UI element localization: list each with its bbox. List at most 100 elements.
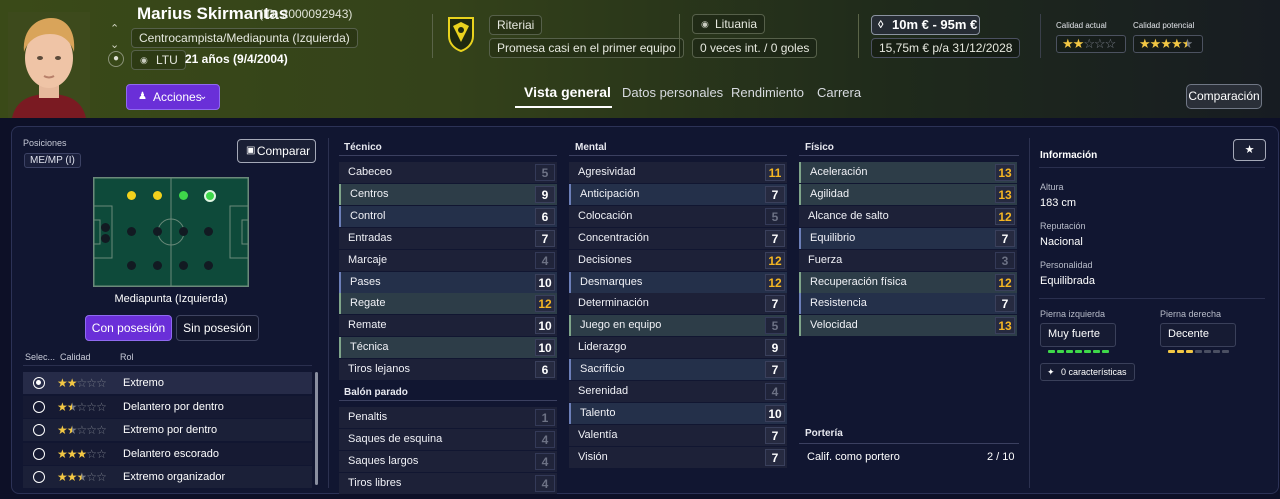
position-dot[interactable] <box>204 227 213 236</box>
attribute-row[interactable]: Visión 7 <box>569 446 787 468</box>
position-chip: ME/MP (I) <box>24 153 81 168</box>
col-quality-header[interactable]: Calidad <box>60 352 91 362</box>
attribute-row[interactable]: Desmarques 12 <box>569 271 787 293</box>
divider <box>432 14 433 58</box>
role-radio[interactable] <box>33 424 45 436</box>
nationality-chip[interactable]: ◉ Lituania <box>692 14 766 34</box>
contract-info: 15,75m € p/a 31/12/2028 <box>871 38 1021 58</box>
tab-vista-general[interactable]: Vista general <box>524 84 611 100</box>
player-profile-icon[interactable]: ● <box>108 51 124 67</box>
transfer-value: ◊ 10m € - 95m € <box>871 15 980 35</box>
position-dot-selected[interactable] <box>204 190 216 202</box>
attribute-row[interactable]: Remate 10 <box>339 315 557 337</box>
attribute-row[interactable]: Colocación 5 <box>569 205 787 227</box>
attribute-row[interactable]: Tiros libres 4 <box>339 472 557 494</box>
compare-icon: ▣ <box>246 145 256 156</box>
role-radio[interactable] <box>33 377 45 389</box>
role-row[interactable]: ★★★☆☆ Extremo organizador <box>23 466 312 488</box>
with-ball-button[interactable]: Con posesión <box>85 315 172 341</box>
attribute-row[interactable]: Serenidad 4 <box>569 381 787 402</box>
next-player-icon[interactable]: ⌄ <box>110 39 120 51</box>
compare-button[interactable]: ▣ Comparar <box>237 139 316 163</box>
position-dot-natural[interactable] <box>179 191 188 200</box>
player-position: Centrocampista/Mediapunta (Izquierda) <box>131 28 358 48</box>
attribute-row[interactable]: Equilibrio 7 <box>799 227 1017 249</box>
tab-datos-personales[interactable]: Datos personales <box>622 85 724 100</box>
actions-button[interactable]: ♟ Acciones ⌄ <box>126 84 220 110</box>
attribute-value: 12 <box>765 251 785 269</box>
position-dot[interactable] <box>101 223 110 232</box>
attribute-row[interactable]: Concentración 7 <box>569 227 787 249</box>
attribute-row[interactable]: Pases 10 <box>339 271 557 293</box>
attribute-row[interactable]: Entradas 7 <box>339 227 557 249</box>
role-list-scrollbar[interactable] <box>315 372 318 485</box>
attribute-row[interactable]: Anticipación 7 <box>569 183 787 205</box>
info-options-icon[interactable]: ★ <box>1233 139 1266 161</box>
attribute-row[interactable]: Saques de esquina 4 <box>339 428 557 450</box>
attribute-row[interactable]: Agilidad 13 <box>799 183 1017 205</box>
attribute-row[interactable]: Aceleración 13 <box>799 162 1017 183</box>
role-row[interactable]: ★★★☆☆ Delantero escorado <box>23 442 312 465</box>
attribute-row[interactable]: Velocidad 13 <box>799 315 1017 337</box>
attribute-row[interactable]: Marcaje 4 <box>339 249 557 271</box>
role-row[interactable]: ★★☆☆☆ Extremo <box>23 372 312 394</box>
attribute-row[interactable]: Tiros lejanos 6 <box>339 359 557 381</box>
traits-chip[interactable]: ✦ 0 características <box>1040 363 1135 381</box>
col-select-header[interactable]: Selec... <box>25 352 56 362</box>
comparison-button[interactable]: Comparación <box>1186 84 1262 109</box>
attribute-row[interactable]: Agresividad 11 <box>569 162 787 183</box>
position-dot-good[interactable] <box>127 191 136 200</box>
attribute-value: 10 <box>535 317 555 335</box>
attribute-row[interactable]: Sacrificio 7 <box>569 359 787 381</box>
attribute-name: Valentía <box>578 428 618 441</box>
role-radio[interactable] <box>33 471 45 483</box>
position-dot[interactable] <box>153 227 162 236</box>
divider <box>569 155 787 156</box>
tab-carrera[interactable]: Carrera <box>817 85 862 100</box>
position-dot[interactable] <box>179 261 188 270</box>
attribute-row[interactable]: Fuerza 3 <box>799 249 1017 271</box>
attribute-row[interactable]: Valentía 7 <box>569 424 787 446</box>
attribute-row[interactable]: Juego en equipo 5 <box>569 315 787 337</box>
attribute-value: 7 <box>995 229 1015 247</box>
attribute-row[interactable]: Técnica 10 <box>339 337 557 359</box>
attribute-row[interactable]: Determinación 7 <box>569 293 787 315</box>
club-name-chip[interactable]: Riteriai <box>489 15 543 35</box>
attribute-row[interactable]: Control 6 <box>339 205 557 227</box>
attribute-row[interactable]: Decisiones 12 <box>569 249 787 271</box>
attribute-row[interactable]: Penaltis 1 <box>339 407 557 428</box>
attribute-name: Saques largos <box>348 454 419 467</box>
role-row[interactable]: ★★☆☆☆ Extremo por dentro <box>23 419 312 441</box>
role-row[interactable]: ★★☆☆☆ Delantero por dentro <box>23 395 312 418</box>
club-badge-icon[interactable] <box>445 16 477 53</box>
attribute-row[interactable]: Talento 10 <box>569 402 787 424</box>
attribute-row[interactable]: Cabeceo 5 <box>339 162 557 183</box>
attribute-row[interactable]: Regate 12 <box>339 293 557 315</box>
attribute-row[interactable]: Alcance de salto 12 <box>799 205 1017 227</box>
position-dot[interactable] <box>127 227 136 236</box>
attribute-row[interactable]: Recuperación física 12 <box>799 271 1017 293</box>
attribute-value: 10 <box>535 339 555 357</box>
position-dot[interactable] <box>179 227 188 236</box>
position-dot[interactable] <box>153 261 162 270</box>
attribute-row[interactable]: Resistencia 7 <box>799 293 1017 315</box>
right-foot-level <box>1168 340 1231 353</box>
attribute-row[interactable]: Liderazgo 9 <box>569 337 787 359</box>
position-dot[interactable] <box>127 261 136 270</box>
attribute-row[interactable]: Saques largos 4 <box>339 450 557 472</box>
attribute-row[interactable]: Centros 9 <box>339 183 557 205</box>
position-pitch <box>93 177 249 287</box>
previous-player-icon[interactable]: ⌃ <box>110 23 120 35</box>
position-dot[interactable] <box>204 261 213 270</box>
without-ball-button[interactable]: Sin posesión <box>176 315 259 341</box>
col-role-header[interactable]: Rol <box>120 352 134 362</box>
attribute-name: Marcaje <box>348 253 388 266</box>
position-dot[interactable] <box>101 234 110 243</box>
position-dot-good[interactable] <box>153 191 162 200</box>
attribute-name: Juego en equipo <box>580 319 662 332</box>
attribute-value: 12 <box>765 273 785 291</box>
role-radio[interactable] <box>33 400 45 413</box>
tab-rendimiento[interactable]: Rendimiento <box>731 85 804 100</box>
role-radio[interactable] <box>33 447 45 460</box>
role-name: Delantero por dentro <box>123 400 224 413</box>
